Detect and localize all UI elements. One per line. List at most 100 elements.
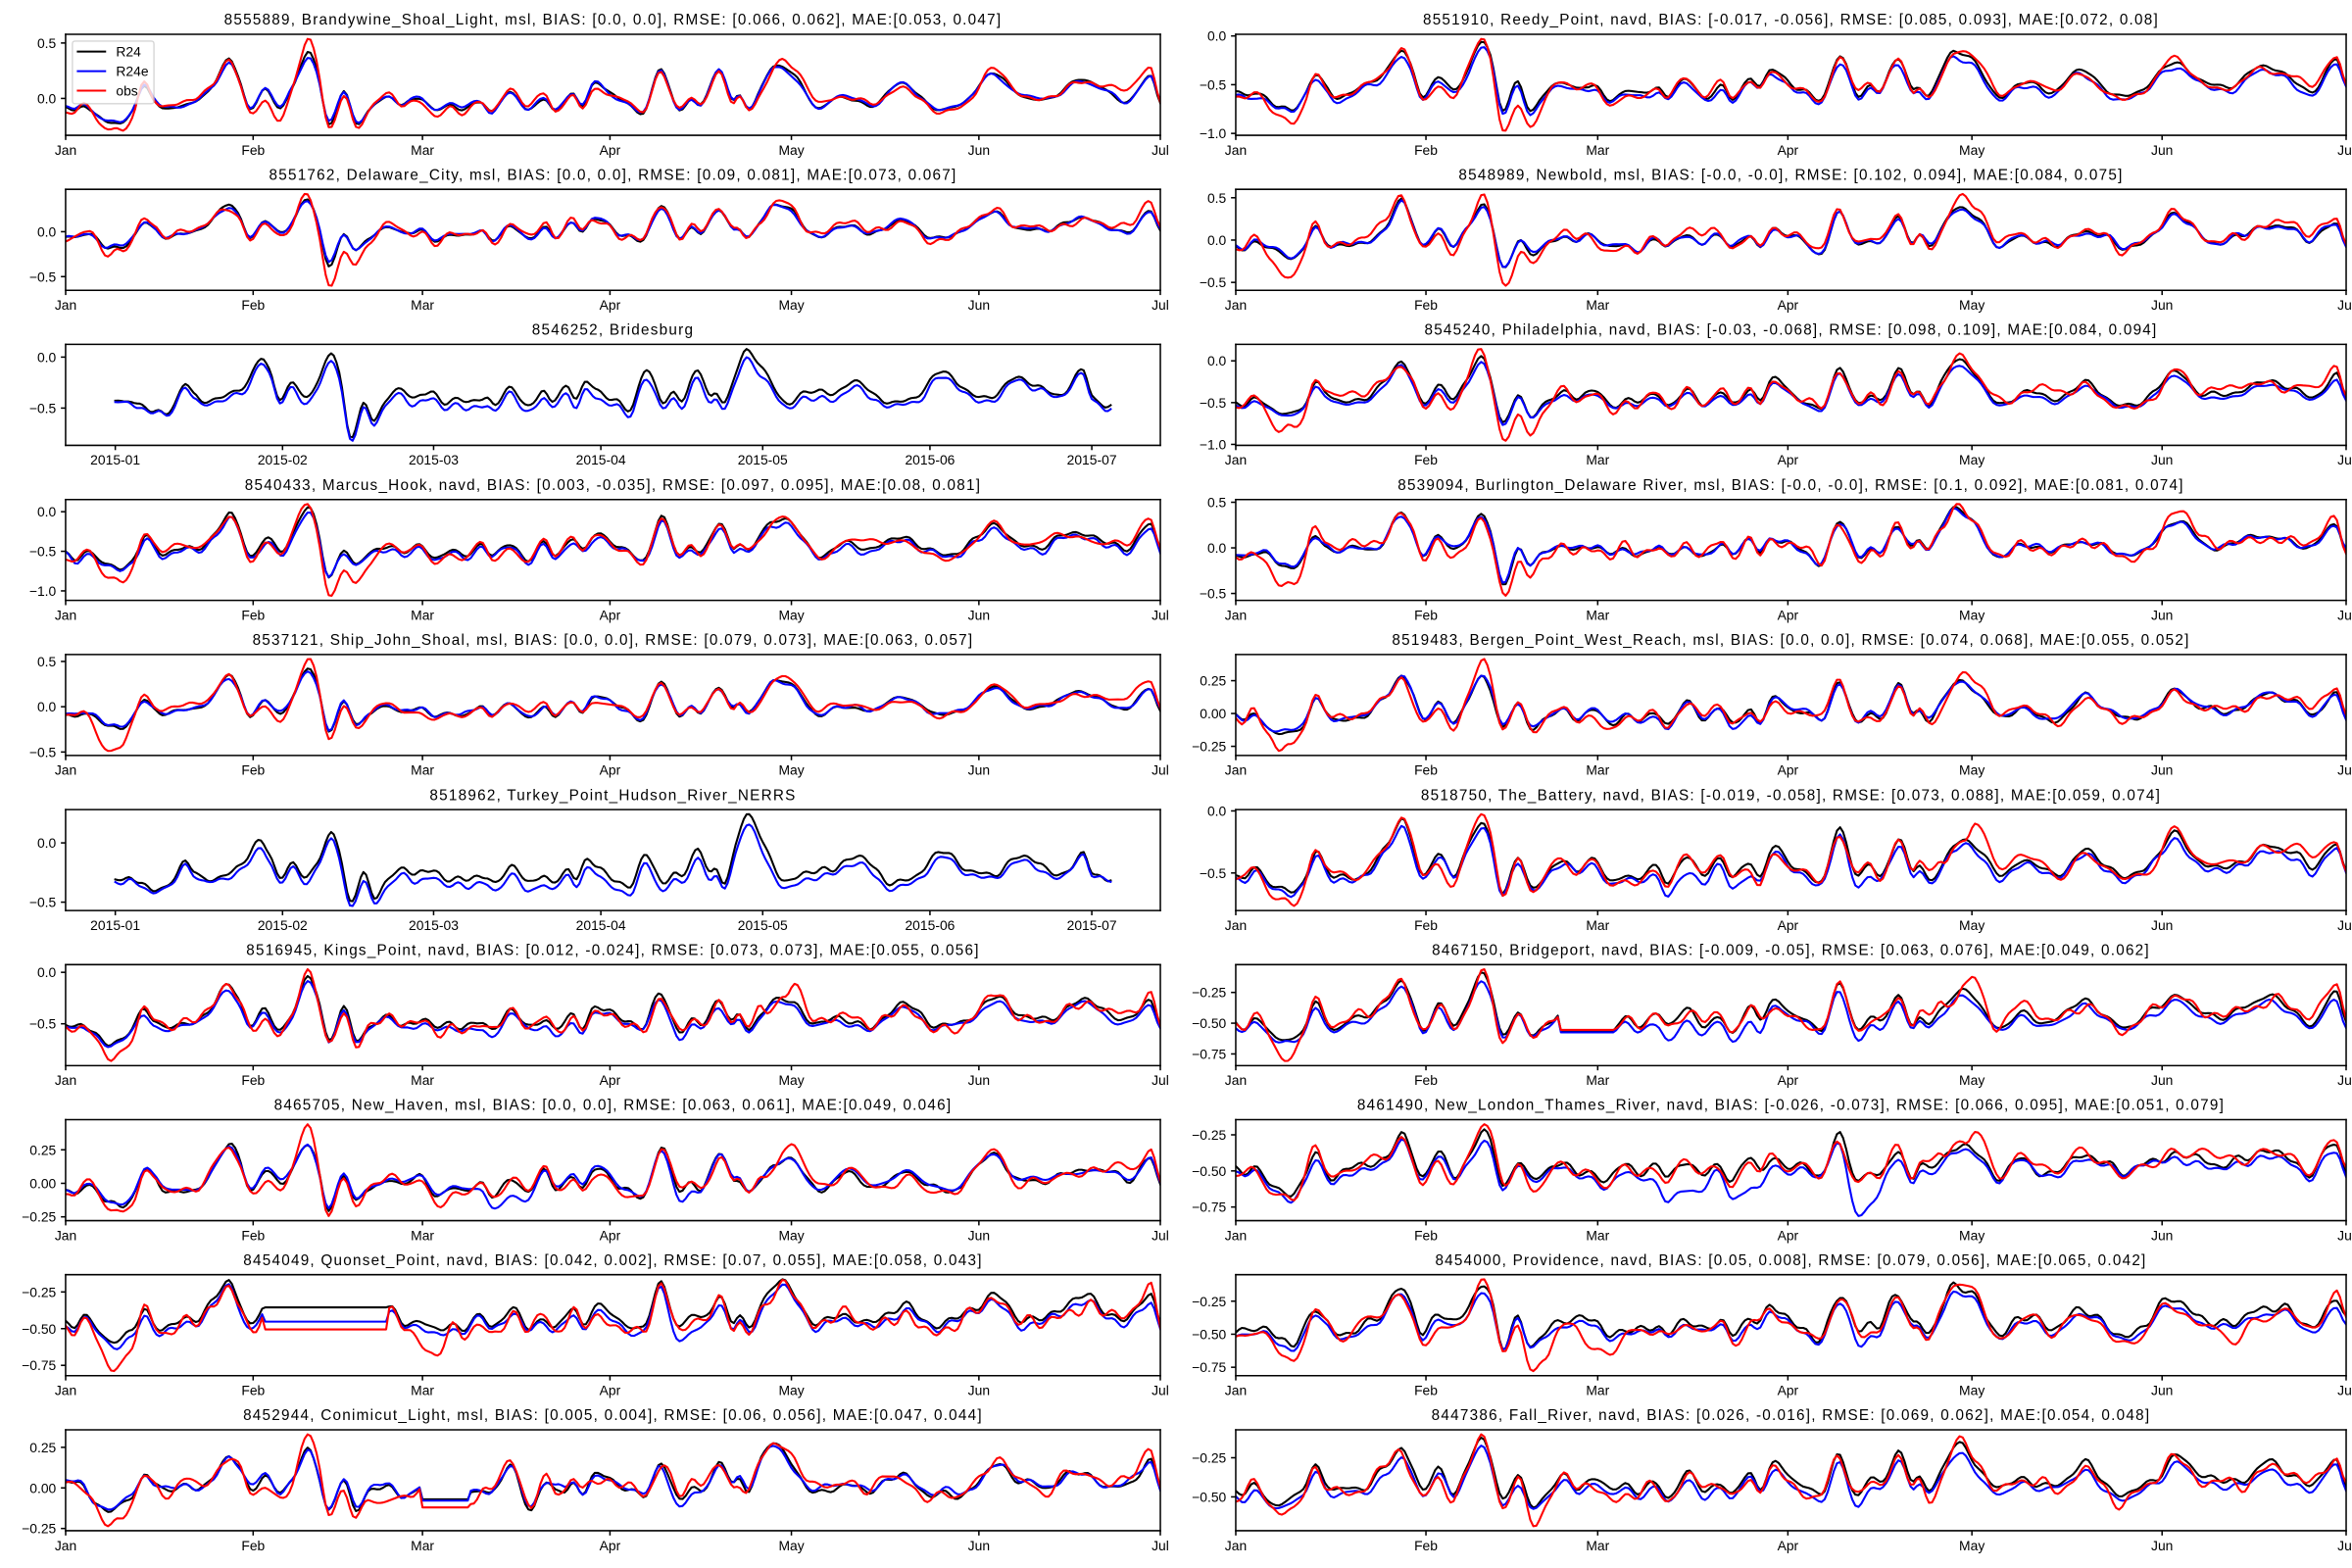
svg-text:Jan: Jan <box>1225 1072 1247 1088</box>
svg-text:Jul: Jul <box>2337 452 2352 467</box>
svg-text:May: May <box>1959 142 1984 158</box>
svg-text:0.25: 0.25 <box>29 1142 56 1157</box>
svg-text:Jan: Jan <box>55 142 76 158</box>
svg-text:−0.5: −0.5 <box>1200 865 1227 881</box>
svg-text:May: May <box>1959 762 1984 778</box>
svg-text:May: May <box>778 1538 804 1553</box>
svg-text:Mar: Mar <box>1586 1383 1609 1398</box>
svg-text:Mar: Mar <box>1586 142 1609 158</box>
svg-text:2015-06: 2015-06 <box>905 452 955 467</box>
svg-text:Jun: Jun <box>968 1538 990 1553</box>
svg-text:Apr: Apr <box>1778 1227 1799 1243</box>
svg-text:−0.25: −0.25 <box>1192 739 1226 755</box>
svg-text:8539094, Burlington_Delaware R: 8539094, Burlington_Delaware River, msl,… <box>1397 477 2184 494</box>
svg-text:8518750, The_Battery, navd, BI: 8518750, The_Battery, navd, BIAS: [-0.01… <box>1421 787 2161 804</box>
svg-text:Feb: Feb <box>1414 607 1438 622</box>
svg-text:Feb: Feb <box>1414 1072 1438 1088</box>
svg-text:0.0: 0.0 <box>37 835 57 851</box>
svg-text:0.5: 0.5 <box>37 35 57 51</box>
svg-text:Jun: Jun <box>968 297 990 313</box>
svg-text:Apr: Apr <box>600 1538 621 1553</box>
svg-text:−0.25: −0.25 <box>1192 985 1226 1001</box>
svg-text:−0.75: −0.75 <box>22 1357 56 1373</box>
svg-text:Apr: Apr <box>600 142 621 158</box>
svg-text:Jun: Jun <box>2151 142 2173 158</box>
svg-text:Jul: Jul <box>1152 1072 1169 1088</box>
svg-text:Jan: Jan <box>55 1227 76 1243</box>
svg-text:May: May <box>1959 452 1984 467</box>
svg-text:Jun: Jun <box>2151 1072 2173 1088</box>
svg-text:Feb: Feb <box>241 607 265 622</box>
svg-text:May: May <box>1959 297 1984 313</box>
svg-text:Jul: Jul <box>1152 297 1169 313</box>
svg-text:Jun: Jun <box>968 1072 990 1088</box>
svg-text:−0.5: −0.5 <box>29 269 57 284</box>
svg-text:0.0: 0.0 <box>37 964 57 980</box>
svg-text:Jul: Jul <box>2337 607 2352 622</box>
svg-text:Jan: Jan <box>1225 1383 1247 1398</box>
svg-text:0.0: 0.0 <box>1207 232 1227 248</box>
svg-text:May: May <box>778 1383 804 1398</box>
svg-text:−0.5: −0.5 <box>29 1016 57 1032</box>
svg-text:−0.25: −0.25 <box>22 1209 56 1225</box>
svg-text:8545240, Philadelphia, navd, B: 8545240, Philadelphia, navd, BIAS: [-0.0… <box>1424 322 2157 339</box>
svg-text:Jun: Jun <box>968 762 990 778</box>
svg-text:Jul: Jul <box>1152 762 1169 778</box>
svg-text:8537121, Ship_John_Shoal, msl,: 8537121, Ship_John_Shoal, msl, BIAS: [0.… <box>253 632 974 649</box>
svg-text:2015-03: 2015-03 <box>409 452 459 467</box>
svg-text:−0.50: −0.50 <box>1192 1489 1226 1504</box>
svg-text:Apr: Apr <box>1778 297 1799 313</box>
svg-text:−0.5: −0.5 <box>29 544 57 560</box>
svg-text:Mar: Mar <box>411 1072 434 1088</box>
svg-text:Apr: Apr <box>600 1227 621 1243</box>
svg-text:Mar: Mar <box>411 607 434 622</box>
svg-text:Apr: Apr <box>600 762 621 778</box>
svg-text:−0.5: −0.5 <box>1200 274 1227 290</box>
svg-text:May: May <box>778 297 804 313</box>
svg-text:May: May <box>778 762 804 778</box>
svg-text:May: May <box>1959 1227 1984 1243</box>
svg-text:Jan: Jan <box>1225 607 1247 622</box>
svg-text:Jun: Jun <box>2151 452 2173 467</box>
svg-text:Mar: Mar <box>411 142 434 158</box>
svg-text:Apr: Apr <box>1778 142 1799 158</box>
svg-text:Mar: Mar <box>1586 452 1609 467</box>
svg-text:Mar: Mar <box>411 1383 434 1398</box>
svg-text:−0.75: −0.75 <box>1192 1046 1226 1061</box>
svg-text:Mar: Mar <box>1586 1072 1609 1088</box>
svg-text:2015-01: 2015-01 <box>90 452 140 467</box>
svg-text:8452944, Conimicut_Light, msl,: 8452944, Conimicut_Light, msl, BIAS: [0.… <box>243 1407 983 1424</box>
svg-text:−1.0: −1.0 <box>1200 436 1227 452</box>
svg-text:Feb: Feb <box>241 1227 265 1243</box>
svg-text:8551762, Delaware_City, msl, B: 8551762, Delaware_City, msl, BIAS: [0.0,… <box>269 167 956 183</box>
svg-text:Feb: Feb <box>1414 297 1438 313</box>
svg-text:2015-07: 2015-07 <box>1067 917 1117 933</box>
svg-text:Jan: Jan <box>1225 452 1247 467</box>
svg-text:Jul: Jul <box>2337 1227 2352 1243</box>
svg-text:2015-02: 2015-02 <box>258 452 308 467</box>
svg-text:Jul: Jul <box>2337 762 2352 778</box>
svg-text:Apr: Apr <box>1778 1383 1799 1398</box>
svg-text:0.0: 0.0 <box>1207 353 1227 368</box>
svg-text:Feb: Feb <box>241 142 265 158</box>
svg-text:8516945, Kings_Point, navd, BI: 8516945, Kings_Point, navd, BIAS: [0.012… <box>246 942 980 958</box>
svg-text:Jan: Jan <box>1225 142 1247 158</box>
svg-text:Jun: Jun <box>2151 762 2173 778</box>
svg-text:Jun: Jun <box>2151 297 2173 313</box>
svg-text:0.5: 0.5 <box>1207 190 1227 206</box>
svg-text:Feb: Feb <box>241 762 265 778</box>
svg-text:Apr: Apr <box>1778 1538 1799 1553</box>
svg-text:8447386, Fall_River, navd, BIA: 8447386, Fall_River, navd, BIAS: [0.026,… <box>1432 1407 2151 1424</box>
svg-text:8518962, Turkey_Point_Hudson_R: 8518962, Turkey_Point_Hudson_River_NERRS <box>429 787 796 804</box>
svg-text:May: May <box>778 1227 804 1243</box>
svg-text:Apr: Apr <box>1778 1072 1799 1088</box>
svg-text:Feb: Feb <box>241 1538 265 1553</box>
svg-text:8555889, Brandywine_Shoal_Ligh: 8555889, Brandywine_Shoal_Light, msl, BI… <box>224 12 1003 28</box>
svg-text:−0.25: −0.25 <box>22 1521 56 1537</box>
svg-text:0.0: 0.0 <box>37 504 57 519</box>
svg-text:Mar: Mar <box>1586 1538 1609 1553</box>
svg-text:Jan: Jan <box>1225 1227 1247 1243</box>
svg-text:−0.50: −0.50 <box>22 1321 56 1337</box>
svg-text:Jul: Jul <box>1152 142 1169 158</box>
svg-text:2015-04: 2015-04 <box>576 917 626 933</box>
